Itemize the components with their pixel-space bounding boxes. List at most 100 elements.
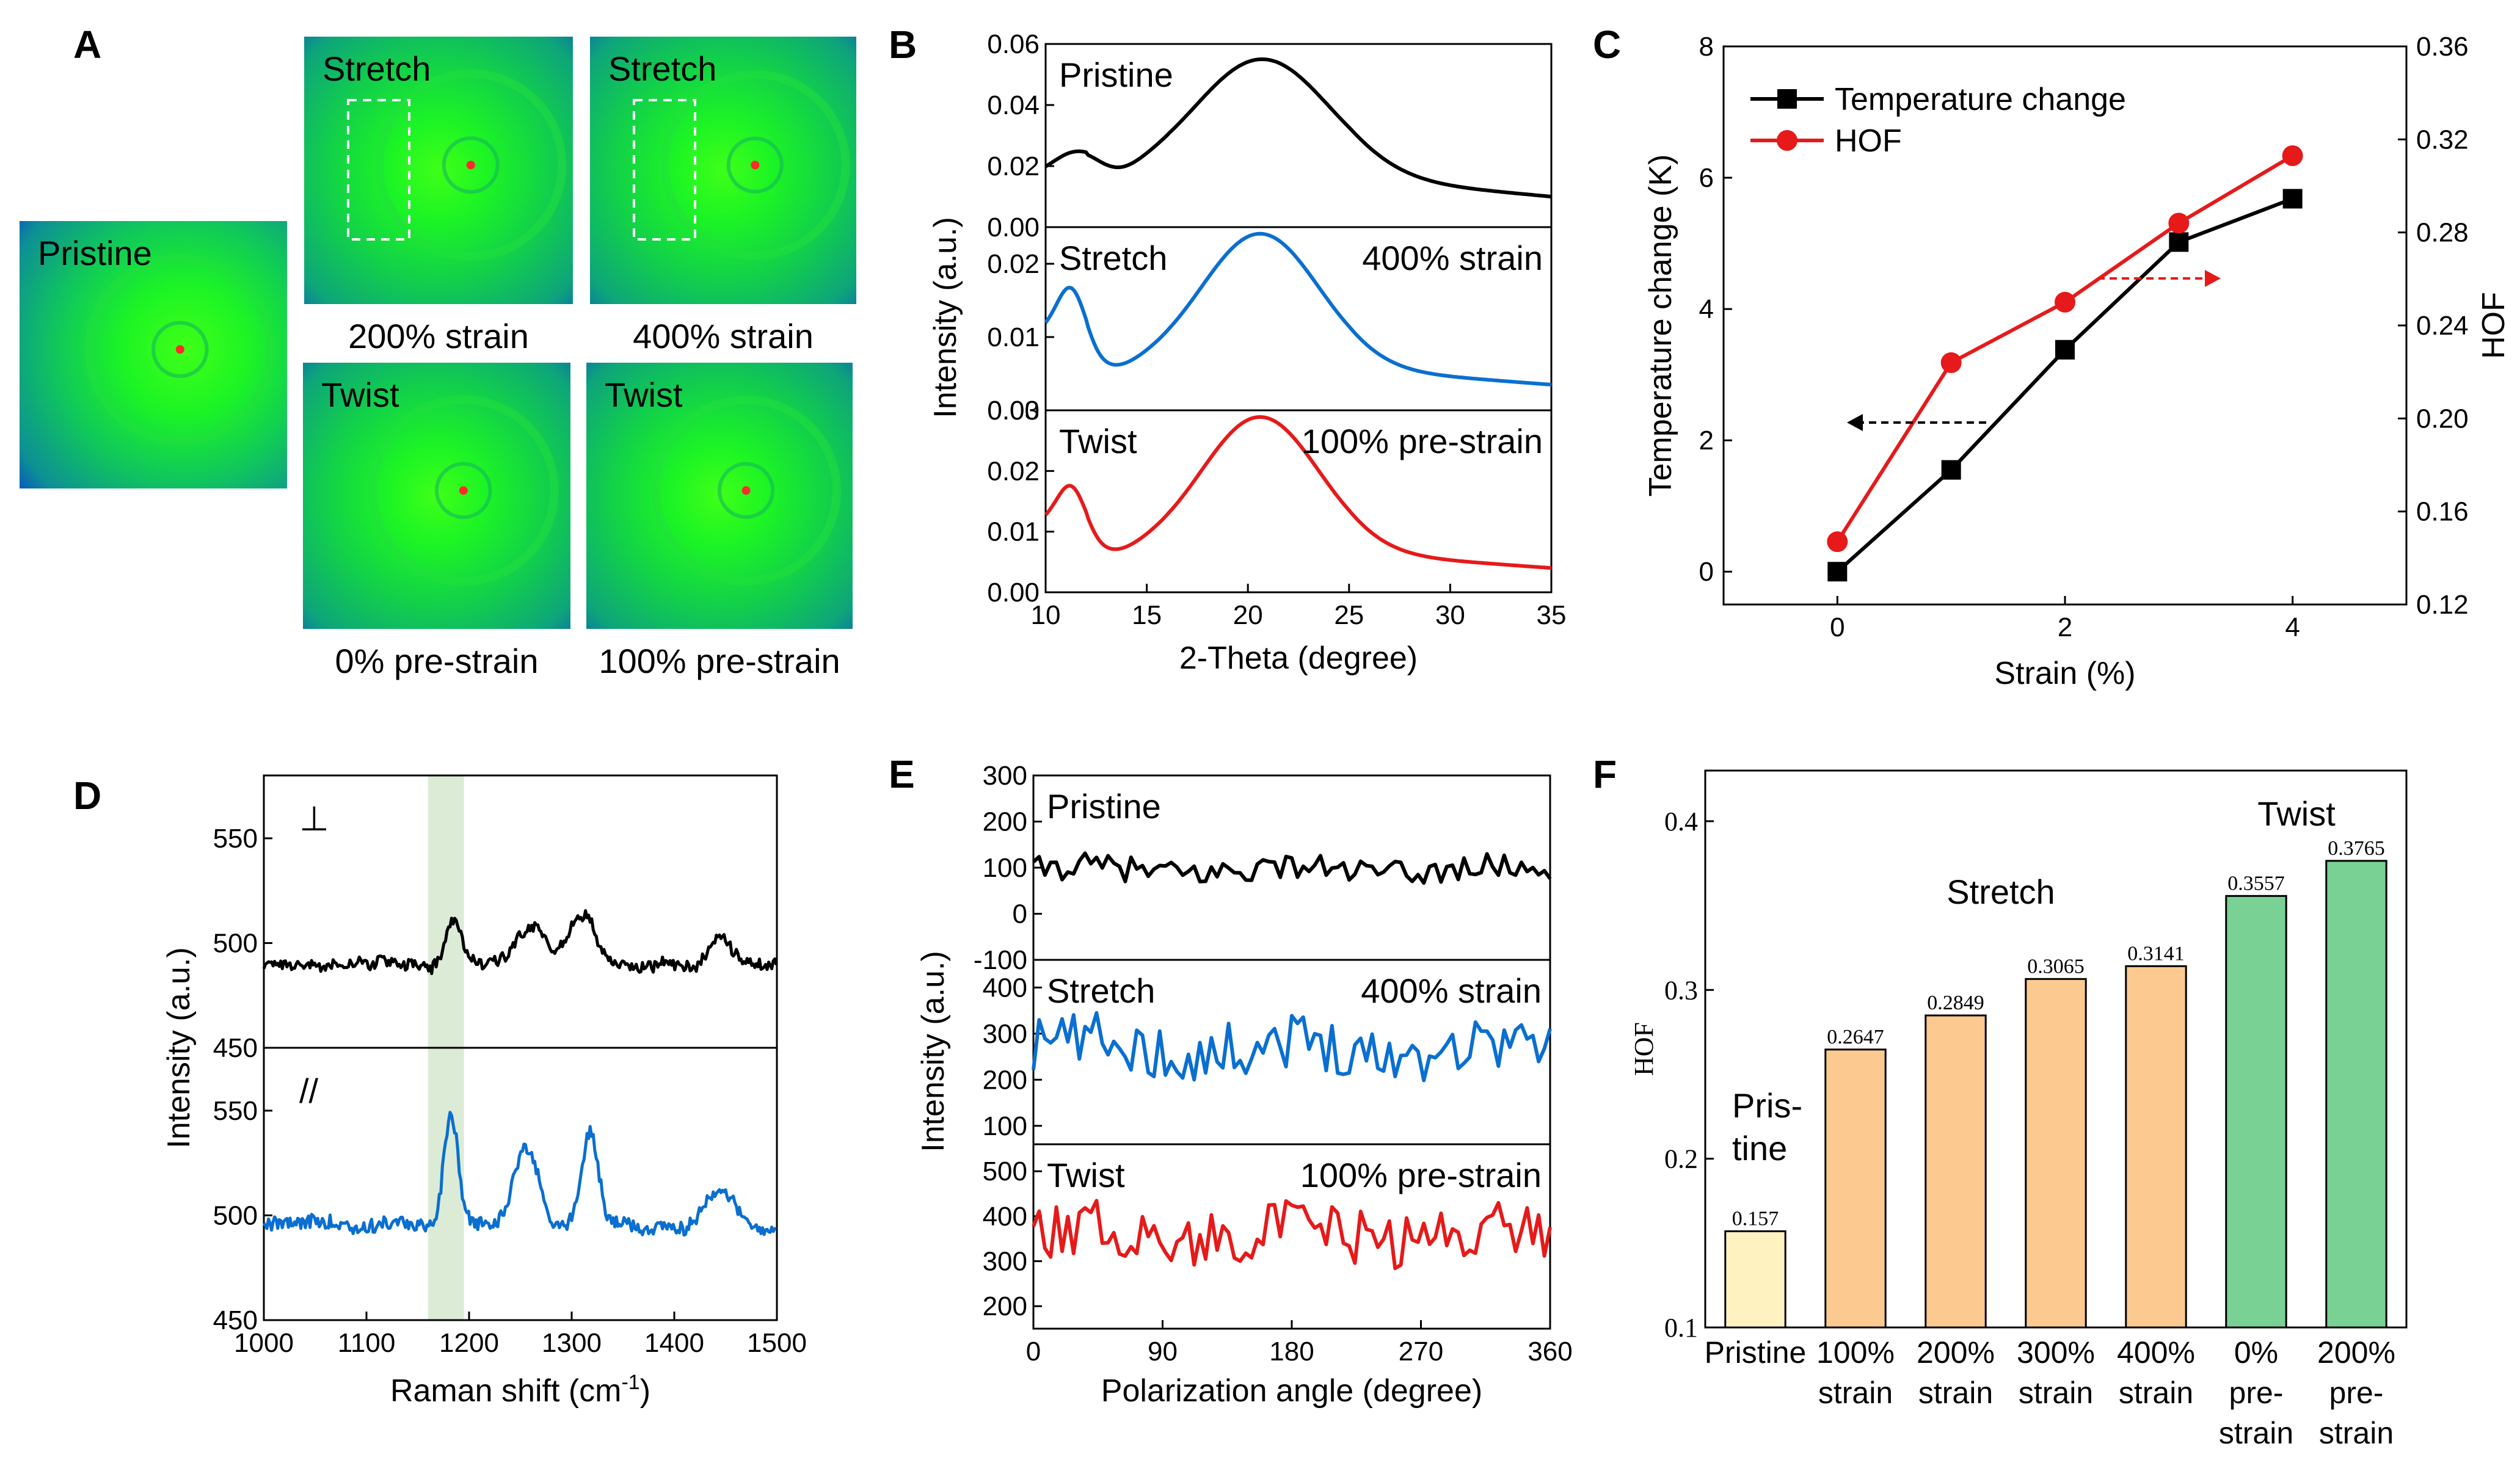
y2-tick-label: 0.12: [2416, 590, 2469, 620]
y-tick-label: 8: [1699, 32, 1714, 62]
category-label: strain: [2319, 1416, 2394, 1450]
panel-letter-b: B: [889, 23, 917, 67]
y-tick-label: 0: [1699, 557, 1714, 587]
series-line: [1044, 57, 1552, 198]
category-label: pre-: [2229, 1376, 2284, 1410]
diffraction-ring: [660, 70, 850, 260]
y-tick-label: 0.01: [987, 322, 1040, 352]
y-tick-label: 0.00: [987, 396, 1040, 426]
panel-letter-a: A: [73, 23, 101, 67]
beamstop-ring: [435, 462, 492, 520]
x-tick-label: 4: [2285, 612, 2300, 642]
panel-d-raman-chart: 450 500 550 ⊥ 450 500 550 // 1000 1100 1200 1300 140…: [161, 774, 807, 1409]
panel-c-strain-chart: 0 2 4 0 2 4 6 8 0.12 0.16 0.20 0.24 0.28 0.32 0.36 Temp…: [1643, 32, 2511, 691]
y-tick-label: 400: [983, 1202, 1027, 1232]
subplot-label: Pristine: [1059, 56, 1173, 94]
highlight-band: [428, 775, 464, 1048]
bar-value-label: 0.2849: [1927, 992, 1984, 1014]
subplot-frame: [263, 774, 778, 1049]
diffraction-ring: [84, 254, 275, 445]
subplot-condition-label: 100% pre-strain: [1302, 422, 1543, 460]
data-point-square: [2055, 339, 2075, 360]
data-point-circle: [2282, 145, 2303, 166]
y-tick-label: 500: [213, 928, 258, 958]
xrd-image-1: Stretch 200% strain: [304, 37, 573, 355]
y2-tick-label: 0.20: [2416, 404, 2469, 434]
data-point-square: [2169, 232, 2189, 252]
y-tick-label: 4: [1699, 294, 1714, 324]
x-tick-label: 2: [2058, 612, 2072, 642]
y2-tick-label: 0.28: [2416, 218, 2469, 248]
y-tick-label: 200: [983, 1291, 1027, 1321]
group-label-pristine: Pris-: [1732, 1086, 1802, 1125]
xrd-image-title: Twist: [605, 376, 683, 414]
beam-center-dot: [751, 161, 760, 170]
bar-value-label: 0.3765: [2328, 837, 2385, 860]
subplot-label: Twist: [1059, 422, 1137, 460]
data-point-square: [2282, 189, 2303, 209]
series-line: [1044, 415, 1552, 570]
bar-twist: [2325, 860, 2387, 1329]
xrd-image-caption: 200% strain: [348, 317, 529, 355]
x-axis-title-close: ): [640, 1373, 650, 1409]
y-tick-label: 550: [213, 824, 258, 854]
x-tick-label: 30: [1435, 600, 1465, 630]
category-label: Pristine: [1705, 1335, 1807, 1370]
left-axis-arrow-head: [1847, 414, 1863, 431]
series-line: [1032, 1011, 1552, 1083]
subplot-1: 450 500 550 //: [213, 1047, 778, 1335]
xrd-image-0: Pristine: [20, 221, 287, 488]
subplot-0: 0.00 0.02 0.04 0.06 Pristine: [987, 29, 1553, 242]
y-tick-label: 300: [983, 1247, 1027, 1277]
subplot-frame: [1044, 409, 1553, 594]
xrd-image-caption: 400% strain: [633, 317, 814, 355]
y-tick-label: 200: [983, 807, 1027, 837]
plot-frame: [1722, 45, 2408, 606]
subplot-condition-label: 400% strain: [1361, 971, 1542, 1010]
subplot-2: 200 300 400 500 Twist 100% pre-strain: [983, 1143, 1552, 1330]
bar-stretch: [1824, 1048, 1887, 1329]
beamstop-ring: [718, 462, 775, 519]
group-label-stretch: Stretch: [1946, 873, 2055, 911]
diffraction-ring: [368, 395, 559, 586]
beamstop-ring: [442, 136, 500, 194]
panel-letter-c: C: [1593, 23, 1621, 67]
subplot-1: 100 200 300 400 Stretch 400% strain: [983, 959, 1552, 1145]
bar-value-label: 0.3065: [2027, 955, 2085, 978]
xrd-image-title: Pristine: [38, 234, 152, 272]
x-tick-label: 1400: [644, 1328, 704, 1358]
subplot-1: 0.00 0.01 0.02 Stretch 400% strain: [987, 226, 1553, 426]
x-tick-label: 270: [1399, 1337, 1443, 1367]
beam-center-dot: [459, 486, 468, 495]
diffraction-ring: [375, 69, 567, 261]
x-tick-label: 0: [1026, 1337, 1041, 1367]
x-tick-label: 360: [1528, 1337, 1572, 1367]
subplot-label: Twist: [1047, 1156, 1125, 1194]
selection-box: [347, 99, 410, 241]
highlight-band: [428, 1048, 464, 1320]
beamstop-ring: [726, 136, 784, 194]
category-label: strain: [1818, 1376, 1893, 1410]
y2-tick-label: 0.32: [2416, 125, 2469, 154]
y-tick-label: 100: [983, 1111, 1027, 1141]
subplot-condition-label: 400% strain: [1362, 239, 1543, 277]
y-tick-label: 500: [213, 1200, 258, 1230]
x-tick-label: 1300: [542, 1328, 602, 1358]
xrd-image-title: Stretch: [608, 49, 716, 88]
category-label: strain: [2019, 1376, 2093, 1410]
bar-value-label: 0.157: [1732, 1207, 1779, 1230]
data-point-circle: [2055, 291, 2075, 313]
panel-b-xrd-curves: 0.00 0.02 0.04 0.06 Pristine 0.00 0.01 0.02 Stre…: [928, 29, 1566, 676]
y-tick-label: 0.2: [1664, 1144, 1698, 1174]
y-tick-label: 450: [213, 1305, 258, 1335]
x-tick-label: 0: [1830, 612, 1844, 642]
y-axis-title: Temperature change (K): [1643, 154, 1678, 497]
subplot-2: 0.00 0.01 0.02 0.03 Twist 100% pre-strain: [987, 396, 1553, 608]
bar-value-label: 0.3557: [2227, 872, 2285, 895]
category-label: strain: [2119, 1376, 2193, 1410]
y-tick-label: 0.4: [1664, 807, 1698, 837]
y-tick-label: 0.1: [1664, 1313, 1698, 1343]
selection-box: [633, 99, 696, 241]
beam-center-dot: [175, 345, 184, 354]
panel-e-polarization-chart: -100 0 100 200 300 Pristine 100 200 300 400 Stretc…: [916, 761, 1573, 1409]
